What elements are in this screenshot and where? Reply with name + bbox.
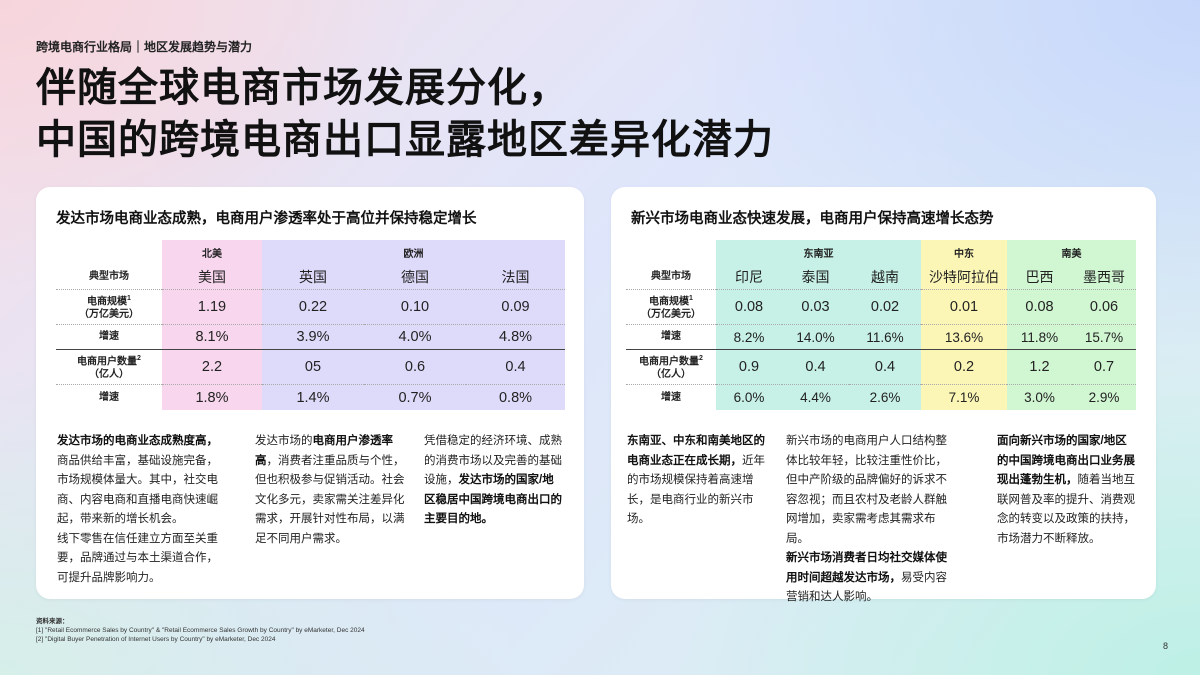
value-cell: 0.01 [921,289,1007,325]
region-europe: 欧洲 [262,240,566,264]
value-cell: 1.19 [162,289,262,325]
emerging-markets-table: 东南亚 中东 南美 典型市场 印尼 泰国 越南 沙特阿拉伯 巴西 墨西哥 电商规… [626,240,1136,410]
table-row: 电商规模1 （万亿美元） 1.19 0.22 0.10 0.09 [56,289,566,325]
value-cell: 0.7 [1072,349,1136,385]
value-cell: 7.1% [921,384,1007,410]
value-cell: 15.7% [1072,324,1136,350]
market-cell: 美国 [162,264,262,290]
table-row: 典型市场 印尼 泰国 越南 沙特阿拉伯 巴西 墨西哥 [626,264,1136,290]
region-south-america: 南美 [1007,240,1136,264]
sources-footnote: 资料来源： [1] "Retail Ecommerce Sales by Cou… [36,618,365,643]
value-cell: 0.8% [466,384,566,410]
value-cell: 0.6 [364,349,466,385]
market-cell: 印尼 [716,264,782,290]
row-label: 电商用户数量2 （亿人） [626,349,716,385]
value-cell: 0.7% [364,384,466,410]
row-label: 典型市场 [626,264,716,290]
table-row: 电商规模1 （万亿美元） 0.08 0.03 0.02 0.01 0.08 0.… [626,289,1136,325]
text-column-1: 东南亚、中东和南美地区的电商业态正在成长期，近年的市场规模保持着高速增长，是电商… [627,435,765,525]
value-cell: 0.08 [716,289,782,325]
value-cell: 2.6% [849,384,921,410]
market-cell: 泰国 [782,264,849,290]
value-cell: 4.8% [466,324,566,350]
value-cell: 13.6% [921,324,1007,350]
value-cell: 0.9 [716,349,782,385]
text-column-3: 凭借稳定的经济环境、成熟的消费市场以及完善的基础设施，发达市场的国家/地区稳居中… [424,435,562,525]
value-cell: 0.09 [466,289,566,325]
market-cell: 越南 [849,264,921,290]
region-southeast-asia: 东南亚 [716,240,921,264]
text-column-1: 发达市场的电商业态成熟度高，商品供给丰富，基础设施完备，市场规模体量大。其中，社… [57,435,218,584]
row-label: 增速 [626,324,716,350]
emerging-markets-card: 新兴市场电商业态快速发展，电商用户保持高速增长态势 东南亚 中东 南美 典型市场… [611,187,1156,603]
region-north-america: 北美 [162,240,262,264]
value-cell: 0.22 [262,289,364,325]
card-title: 发达市场电商业态成熟，电商用户渗透率处于高位并保持稳定增长 [56,211,477,227]
value-cell: 0.03 [782,289,849,325]
value-cell: 8.1% [162,324,262,350]
market-cell: 沙特阿拉伯 [921,264,1007,290]
page-number: 8 [1162,641,1168,651]
table-row: 增速 8.1% 3.9% 4.0% 4.8% [56,324,566,350]
text-column-3: 面向新兴市场的国家/地区的中国跨境电商出口业务展现出蓬勃生机，随着当地互联网普及… [997,435,1135,545]
value-cell: 0.4 [849,349,921,385]
region-middle-east: 中东 [921,240,1007,264]
value-cell: 0.06 [1072,289,1136,325]
table-row: 东南亚 中东 南美 [626,240,1136,264]
value-cell: 2.9% [1072,384,1136,410]
table-row: 电商用户数量2 （亿人） 2.2 05 0.6 0.4 [56,349,566,385]
table-row: 增速 1.8% 1.4% 0.7% 0.8% [56,384,566,410]
table-row: 电商用户数量2 （亿人） 0.9 0.4 0.4 0.2 1.2 0.7 [626,349,1136,385]
market-cell: 法国 [466,264,566,290]
table-row: 增速 6.0% 4.4% 2.6% 7.1% 3.0% 2.9% [626,384,1136,410]
market-cell: 德国 [364,264,466,290]
value-cell: 0.2 [921,349,1007,385]
row-label: 增速 [661,391,681,403]
page-title: 伴随全球电商市场发展分化， 中国的跨境电商出口显露地区差异化潜力 [36,62,774,166]
value-cell: 05 [262,349,364,385]
row-label: 增速 [99,391,119,403]
market-cell: 墨西哥 [1072,264,1136,290]
value-cell: 0.4 [466,349,566,385]
value-cell: 8.2% [716,324,782,350]
value-cell: 0.10 [364,289,466,325]
value-cell: 11.8% [1007,324,1072,350]
value-cell: 0.4 [782,349,849,385]
value-cell: 1.8% [162,384,262,410]
card-title: 新兴市场电商业态快速发展，电商用户保持高速增长态势 [631,211,994,227]
row-label: 增速 [56,324,162,350]
value-cell: 0.08 [1007,289,1072,325]
page-title-line-2: 中国的跨境电商出口显露地区差异化潜力 [36,118,774,162]
value-cell: 1.4% [262,384,364,410]
value-cell: 14.0% [782,324,849,350]
value-cell: 0.02 [849,289,921,325]
developed-markets-card: 发达市场电商业态成熟，电商用户渗透率处于高位并保持稳定增长 北美 欧洲 典型市场… [36,187,584,599]
breadcrumb: 跨境电商行业格局｜地区发展趋势与潜力 [36,40,253,54]
row-label: 电商用户数量2 （亿人） [56,349,162,385]
market-cell: 巴西 [1007,264,1072,290]
table-row: 北美 欧洲 [56,240,566,264]
value-cell: 4.4% [782,384,849,410]
row-label: 典型市场 [56,264,162,290]
text-column-2: 发达市场的电商用户渗透率高，消费者注重品质与个性，但也积极参与促销活动。社会文化… [255,435,405,545]
row-label: 电商规模1 （万亿美元） [56,289,162,325]
value-cell: 6.0% [716,384,782,410]
value-cell: 1.2 [1007,349,1072,385]
text-column-2: 新兴市场的电商用户人口结构整体比较年轻，比较注重性价比，但中产阶级的品牌偏好的诉… [786,435,947,603]
table-row: 增速 8.2% 14.0% 11.6% 13.6% 11.8% 15.7% [626,324,1136,350]
value-cell: 2.2 [162,349,262,385]
value-cell: 11.6% [849,324,921,350]
value-cell: 3.0% [1007,384,1072,410]
value-cell: 4.0% [364,324,466,350]
page-title-line-1: 伴随全球电商市场发展分化， [36,66,569,110]
row-label: 电商规模1 （万亿美元） [626,289,716,325]
table-row: 典型市场 美国 英国 德国 法国 [56,264,566,290]
value-cell: 3.9% [262,324,364,350]
developed-markets-table: 北美 欧洲 典型市场 美国 英国 德国 法国 电商规模1 （万亿美元） 1.19… [56,240,566,410]
market-cell: 英国 [262,264,364,290]
